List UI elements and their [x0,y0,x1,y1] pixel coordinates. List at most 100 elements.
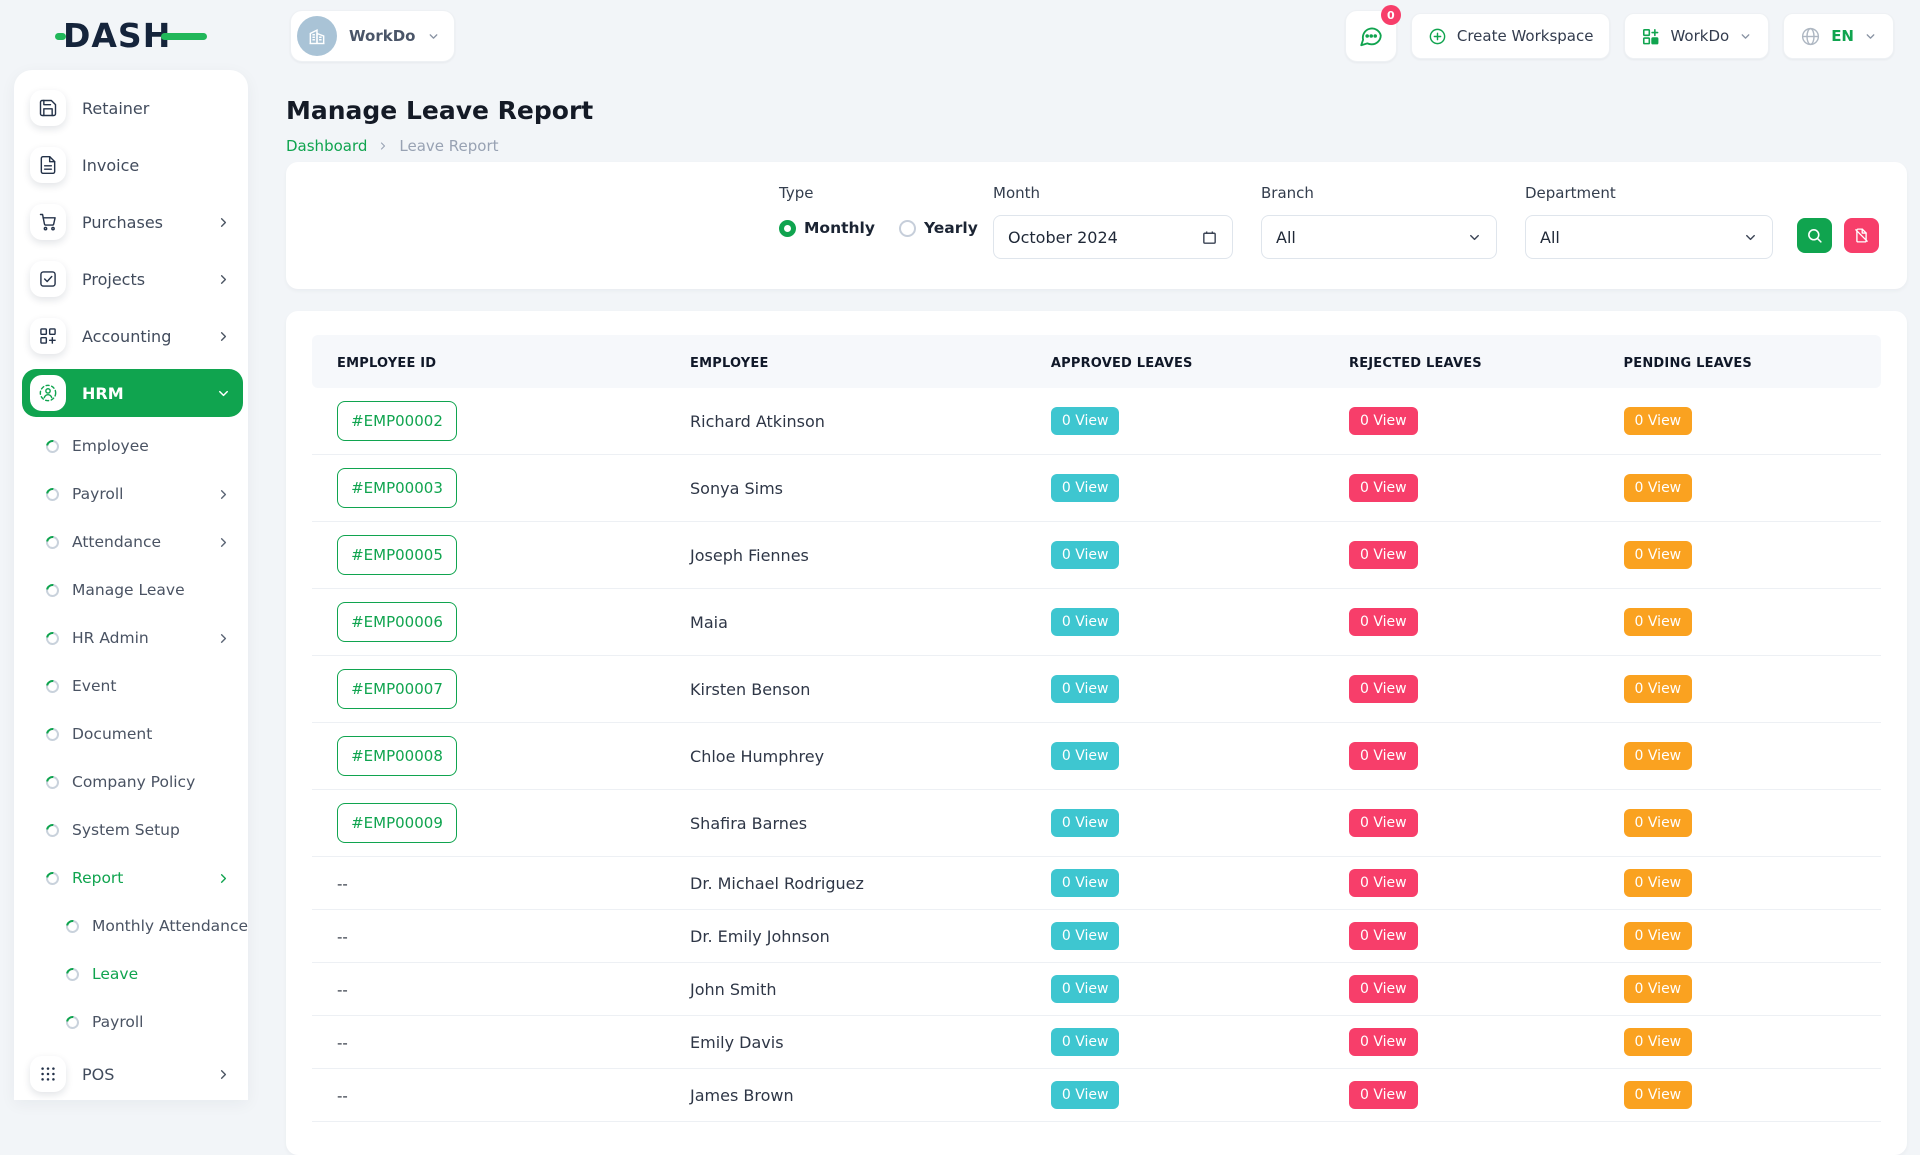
sidebar-item-report[interactable]: Report [22,858,231,898]
pending-leaves-view-button[interactable]: 0 View [1623,407,1693,435]
approved-leaves-cell: 0 View [1026,675,1324,703]
sidebar-item-manage-leave[interactable]: Manage Leave [22,570,231,610]
employee-name: Shafira Barnes [690,813,808,833]
rejected-leaves-view-button[interactable]: 0 View [1348,474,1418,502]
sidebar-item-accounting[interactable]: Accounting [22,312,243,360]
department-select[interactable]: All [1525,215,1773,259]
sidebar-item-payroll[interactable]: Payroll [22,474,231,514]
sidebar-item-document[interactable]: Document [22,714,231,754]
pending-leaves-view-button[interactable]: 0 View [1623,809,1693,837]
pending-leaves-view-button[interactable]: 0 View [1623,675,1693,703]
dash-logo[interactable]: DASH [0,16,262,56]
filter-actions [1797,184,1879,253]
bullet-icon [43,724,62,744]
rejected-leaves-view-button[interactable]: 0 View [1348,742,1418,770]
month-filter-group: Month October 2024 [993,184,1233,259]
rejected-leaves-view-button[interactable]: 0 View [1348,608,1418,636]
employee-id-button[interactable]: #EMP00008 [337,736,457,776]
pending-leaves-cell: 0 View [1599,975,1881,1003]
sidebar-item-event[interactable]: Event [22,666,231,706]
pending-leaves-view-button[interactable]: 0 View [1623,541,1693,569]
chevron-down-icon [1746,234,1755,240]
sidebar-item-retainer[interactable]: Retainer [22,84,243,132]
grid-plus-icon [1643,28,1659,44]
pending-leaves-cell: 0 View [1599,922,1881,950]
rejected-leaves-view-button[interactable]: 0 View [1348,922,1418,950]
breadcrumb-dashboard-link[interactable]: Dashboard [286,137,368,155]
rejected-leaves-view-button[interactable]: 0 View [1348,1081,1418,1109]
rejected-leaves-view-button[interactable]: 0 View [1348,1028,1418,1056]
workspace-menu-button[interactable]: WorkDo [1624,13,1770,59]
sidebar-item-payroll[interactable]: Payroll [22,1002,231,1042]
sidebar-item-monthly-attendance[interactable]: Monthly Attendance [22,906,248,946]
sidebar-item-projects[interactable]: Projects [22,255,243,303]
approved-leaves-view-button[interactable]: 0 View [1050,407,1120,435]
pending-leaves-view-button[interactable]: 0 View [1623,1081,1693,1109]
workspace-switcher[interactable]: WorkDo [290,10,456,62]
pending-leaves-view-button[interactable]: 0 View [1623,975,1693,1003]
sidebar-item-pos[interactable]: POS [22,1050,243,1098]
approved-leaves-view-button[interactable]: 0 View [1050,975,1120,1003]
approved-leaves-view-button[interactable]: 0 View [1050,675,1120,703]
pending-leaves-view-button[interactable]: 0 View [1623,869,1693,897]
filter-card: Type Monthly Yearly Month October 2024 [286,162,1907,289]
employee-id-button[interactable]: #EMP00009 [337,803,457,843]
approved-leaves-view-button[interactable]: 0 View [1050,541,1120,569]
language-selector[interactable]: EN [1783,13,1894,59]
sidebar-item-hrm[interactable]: HRM [22,369,243,417]
sidebar-item-attendance[interactable]: Attendance [22,522,231,562]
chevron-right-icon [216,487,231,502]
employee-id-button[interactable]: #EMP00002 [337,401,457,441]
sidebar-item-employee[interactable]: Employee [22,426,231,466]
employee-id-button[interactable]: #EMP00006 [337,602,457,642]
column-header: EMPLOYEE ID [312,352,665,371]
approved-leaves-view-button[interactable]: 0 View [1050,922,1120,950]
employee-id-empty: -- [337,927,348,946]
employee-cell: Dr. Emily Johnson [665,927,1026,946]
employee-id-button[interactable]: #EMP00005 [337,535,457,575]
pending-leaves-view-button[interactable]: 0 View [1623,608,1693,636]
pending-leaves-view-button[interactable]: 0 View [1623,922,1693,950]
pending-leaves-view-button[interactable]: 0 View [1623,474,1693,502]
column-header: APPROVED LEAVES [1026,352,1324,371]
month-input[interactable]: October 2024 [993,215,1233,259]
pending-leaves-cell: 0 View [1599,809,1881,837]
rejected-leaves-view-button[interactable]: 0 View [1348,975,1418,1003]
rejected-leaves-view-button[interactable]: 0 View [1348,407,1418,435]
employee-id-empty: -- [337,1086,348,1105]
employee-id-button[interactable]: #EMP00007 [337,669,457,709]
approved-leaves-view-button[interactable]: 0 View [1050,474,1120,502]
rejected-leaves-view-button[interactable]: 0 View [1348,869,1418,897]
sidebar-item-hr-admin[interactable]: HR Admin [22,618,231,658]
branch-select[interactable]: All [1261,215,1497,259]
approved-leaves-view-button[interactable]: 0 View [1050,742,1120,770]
reset-filter-button[interactable] [1844,218,1879,253]
sidebar-item-system-setup[interactable]: System Setup [22,810,231,850]
sidebar-item-label: HR Admin [72,629,149,647]
search-button[interactable] [1797,218,1832,253]
approved-leaves-cell: 0 View [1026,474,1324,502]
sidebar-item-leave[interactable]: Leave [22,954,231,994]
pending-leaves-view-button[interactable]: 0 View [1623,742,1693,770]
approved-leaves-view-button[interactable]: 0 View [1050,869,1120,897]
create-workspace-button[interactable]: Create Workspace [1410,13,1611,59]
sidebar-item-purchases[interactable]: Purchases [22,198,243,246]
approved-leaves-view-button[interactable]: 0 View [1050,809,1120,837]
approved-leaves-view-button[interactable]: 0 View [1050,608,1120,636]
approved-leaves-view-button[interactable]: 0 View [1050,1028,1120,1056]
employee-cell: Richard Atkinson [665,412,1026,431]
rejected-leaves-view-button[interactable]: 0 View [1348,809,1418,837]
approved-leaves-view-button[interactable]: 0 View [1050,1081,1120,1109]
messages-button[interactable]: 0 [1344,5,1401,62]
employee-id-button[interactable]: #EMP00003 [337,468,457,508]
radio-monthly[interactable]: Monthly [779,219,875,237]
pending-leaves-view-button[interactable]: 0 View [1623,1028,1693,1056]
search-icon [1808,229,1822,243]
employee-cell: Kirsten Benson [665,680,1026,699]
rejected-leaves-view-button[interactable]: 0 View [1348,541,1418,569]
rejected-leaves-view-button[interactable]: 0 View [1348,675,1418,703]
employee-cell: Shafira Barnes [665,814,1026,833]
sidebar-item-invoice[interactable]: Invoice [22,141,243,189]
sidebar-item-company-policy[interactable]: Company Policy [22,762,231,802]
radio-yearly[interactable]: Yearly [898,219,978,237]
